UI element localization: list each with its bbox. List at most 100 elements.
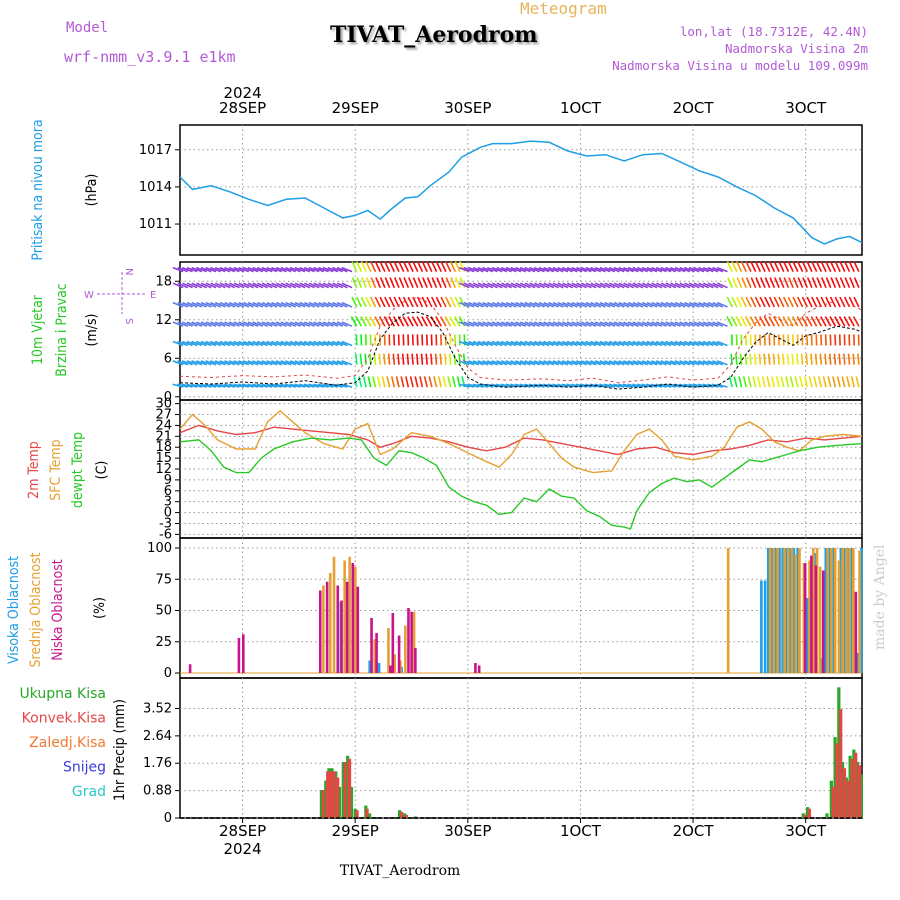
wind-arrow bbox=[421, 261, 428, 272]
wind-arrow bbox=[448, 353, 452, 365]
wind-arrow bbox=[247, 282, 259, 289]
wind-arrow bbox=[336, 282, 348, 289]
wind-arrow bbox=[285, 301, 297, 308]
model-label: Model bbox=[66, 20, 109, 36]
ytick-label-temperature: 27 bbox=[155, 408, 172, 423]
wind-arrow bbox=[707, 301, 719, 308]
wind-arrow bbox=[205, 301, 217, 308]
ytick-label-temperature: -6 bbox=[159, 527, 172, 542]
wind-arrow bbox=[182, 301, 193, 308]
wind-arrow bbox=[280, 266, 292, 273]
wind-arrow bbox=[308, 383, 320, 388]
wind-arrow bbox=[453, 316, 461, 327]
wind-arrow bbox=[233, 266, 245, 273]
wind-arrow bbox=[656, 301, 667, 308]
wind-arrow bbox=[548, 282, 559, 289]
wind-arrow bbox=[797, 277, 804, 288]
wind-arrow bbox=[585, 340, 597, 347]
wind-arrow bbox=[351, 277, 358, 288]
wind-arrow bbox=[716, 321, 728, 327]
wind-arrow bbox=[533, 321, 545, 327]
wind-arrow bbox=[730, 316, 738, 327]
wind-arrow bbox=[318, 340, 329, 347]
wind-arrow bbox=[820, 261, 827, 272]
wind-arrow bbox=[608, 360, 620, 366]
convective-rain-bar bbox=[332, 771, 336, 818]
wind-arrow bbox=[618, 340, 630, 347]
total-rain-bar bbox=[848, 755, 852, 818]
wind-arrow bbox=[186, 360, 198, 366]
wind-arrow bbox=[360, 296, 367, 308]
wind-arrow bbox=[327, 321, 339, 327]
wind-arrow bbox=[665, 282, 677, 289]
wind-arrow bbox=[482, 340, 494, 347]
wind-arrow bbox=[623, 321, 634, 327]
wind-arrow bbox=[172, 383, 184, 388]
wind-arrow bbox=[590, 321, 602, 327]
wind-arrow bbox=[534, 282, 545, 289]
wind-dir-west: W bbox=[84, 290, 94, 301]
ytick-label-precip: 1.76 bbox=[143, 756, 172, 771]
wind-arrow bbox=[285, 340, 297, 347]
wind-arrow bbox=[379, 277, 386, 288]
wind-arrow bbox=[205, 266, 217, 273]
wind-arrow bbox=[733, 376, 738, 388]
wind-arrow bbox=[280, 301, 292, 308]
wind-arrow bbox=[463, 266, 475, 273]
wind-arrow bbox=[660, 266, 672, 273]
low-cloud-bar bbox=[414, 648, 417, 673]
wind-arrow bbox=[641, 266, 653, 273]
wind-arrow bbox=[534, 301, 545, 308]
wind-arrow bbox=[473, 301, 484, 308]
low-cloud-bar bbox=[854, 591, 858, 673]
wind-arrow bbox=[238, 321, 250, 327]
pressure-line bbox=[179, 140, 863, 245]
wind-arrow bbox=[402, 296, 410, 308]
wind-arrow bbox=[637, 282, 649, 289]
wind-arrow bbox=[182, 321, 193, 327]
high-cloud-bar bbox=[806, 598, 809, 673]
wind-arrow bbox=[308, 282, 320, 289]
wind-arrow bbox=[777, 316, 785, 327]
mid-cloud-bar bbox=[794, 554, 798, 673]
wind-arrow bbox=[411, 353, 414, 365]
low-cloud-bar bbox=[477, 665, 481, 673]
wind-arrow bbox=[242, 383, 254, 388]
wind-arrow bbox=[768, 296, 776, 308]
wind-arrow bbox=[308, 301, 320, 308]
wind-arrow bbox=[360, 316, 367, 327]
wind-arrow bbox=[450, 277, 457, 288]
wind-arrow bbox=[543, 360, 555, 366]
wind-arrow bbox=[684, 301, 695, 308]
wind-arrow bbox=[299, 282, 311, 289]
wind-arrow bbox=[749, 353, 752, 365]
wind-arrow bbox=[843, 316, 851, 327]
wind-arrow bbox=[698, 340, 709, 347]
wind-arrow bbox=[355, 296, 363, 308]
wind-arrow bbox=[800, 353, 804, 365]
wind-arrow bbox=[214, 340, 226, 347]
app-title: Meteogram bbox=[520, 0, 607, 18]
wind-arrow bbox=[571, 340, 583, 347]
mid-cloud-bar bbox=[776, 548, 779, 673]
wind-arrow bbox=[505, 266, 517, 273]
wind-arrow bbox=[266, 282, 278, 289]
wind-arrow bbox=[839, 277, 846, 288]
wind-arrow bbox=[622, 383, 634, 388]
high-cloud-bar bbox=[774, 548, 778, 673]
wind-arrow bbox=[426, 261, 433, 272]
wind-arrow bbox=[195, 360, 207, 366]
mid-cloud-bar bbox=[845, 548, 848, 673]
wind-arrow bbox=[510, 301, 522, 308]
xtick-label-bottom: 30SEP bbox=[444, 822, 491, 840]
wind-arrow bbox=[233, 301, 245, 308]
wind-arrow bbox=[243, 301, 254, 308]
wind-arrow bbox=[223, 383, 235, 388]
wind-arrow bbox=[447, 376, 452, 388]
wind-arrow bbox=[595, 301, 606, 308]
wind-arrow bbox=[557, 282, 569, 289]
wind-arrow bbox=[515, 360, 526, 366]
wind-arrow bbox=[214, 266, 226, 273]
wind-arrow bbox=[372, 376, 377, 388]
wind-arrow bbox=[548, 321, 559, 327]
